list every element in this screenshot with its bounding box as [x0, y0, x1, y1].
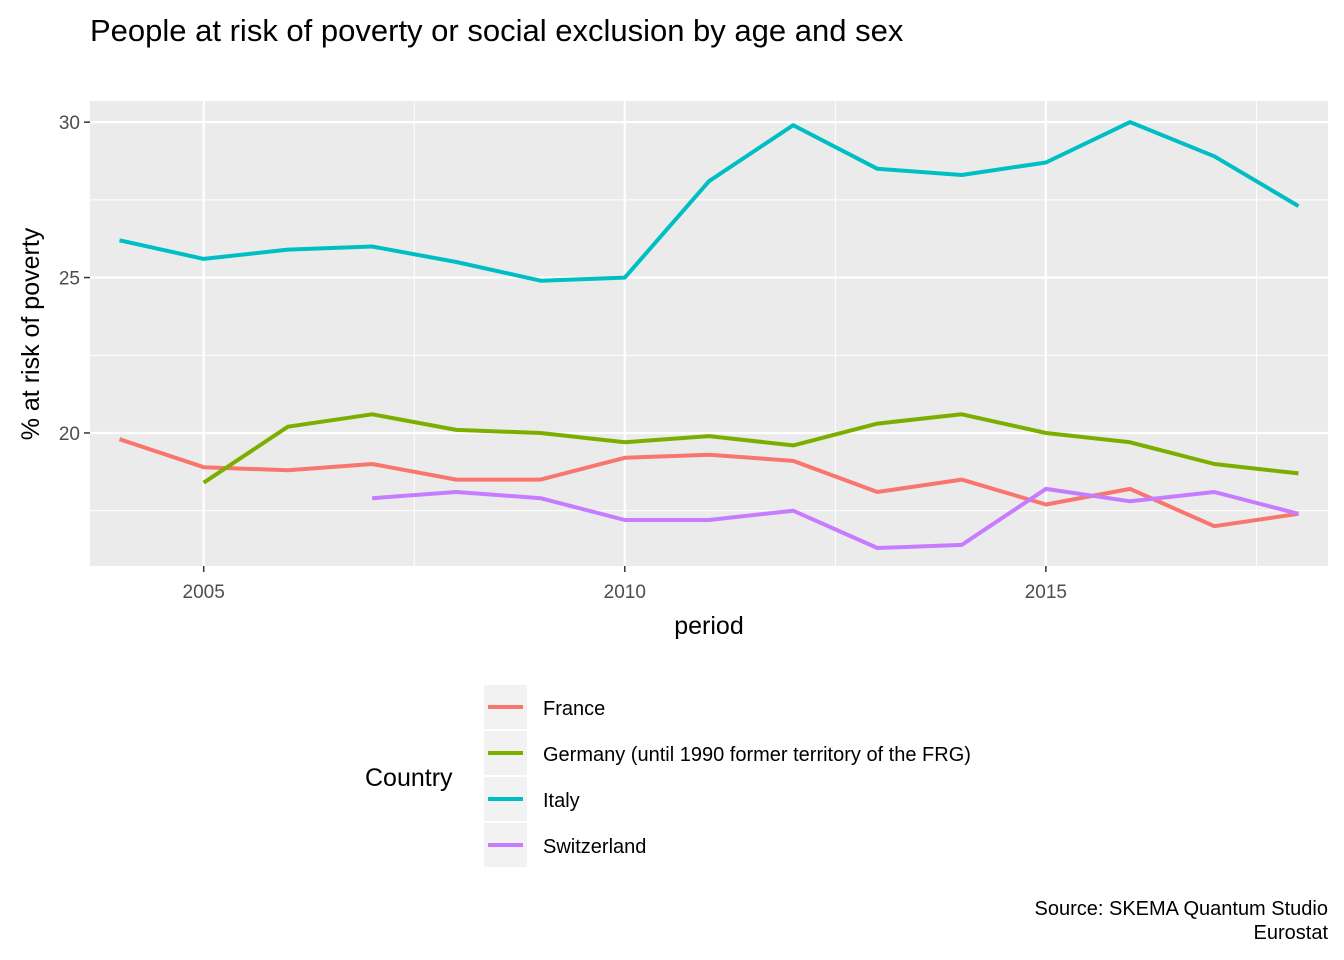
caption-source: Source: SKEMA Quantum Studio: [1035, 898, 1329, 920]
y-axis-title: % at risk of poverty: [17, 227, 45, 440]
legend-label-switzerland: Switzerland: [543, 836, 646, 858]
legend-title: Country: [365, 764, 453, 792]
series-line-italy: [119, 120, 1300, 283]
legend-items: France Germany (until 1990 former territo…: [484, 685, 971, 867]
series-line-switzerland: [371, 486, 1300, 550]
legend-label-france: France: [543, 698, 605, 720]
major-gridlines: [90, 101, 1328, 566]
y-axis: 20 25 30: [59, 113, 90, 445]
caption-eurostat: Eurostat: [1254, 922, 1329, 944]
y-tick-label: 20: [59, 424, 80, 445]
series-line-france: [118, 437, 1299, 529]
y-tick-label: 30: [59, 113, 80, 134]
y-tick-label: 25: [59, 269, 80, 290]
x-axis: 2005 2010 2015: [183, 566, 1067, 603]
x-tick-label: 2005: [183, 582, 225, 603]
x-axis-title: period: [674, 612, 744, 640]
chart-title: People at risk of poverty or social excl…: [90, 13, 904, 48]
legend-label-italy: Italy: [543, 790, 580, 812]
x-tick-label: 2010: [604, 582, 646, 603]
x-tick-label: 2015: [1025, 582, 1067, 603]
series-line-germany: [202, 412, 1299, 485]
minor-gridlines: [90, 101, 1328, 566]
legend-label-germany: Germany (until 1990 former territory of …: [543, 744, 971, 766]
series-lines: [118, 120, 1300, 550]
legend: Country France Germany (until 1990 former…: [365, 685, 971, 867]
